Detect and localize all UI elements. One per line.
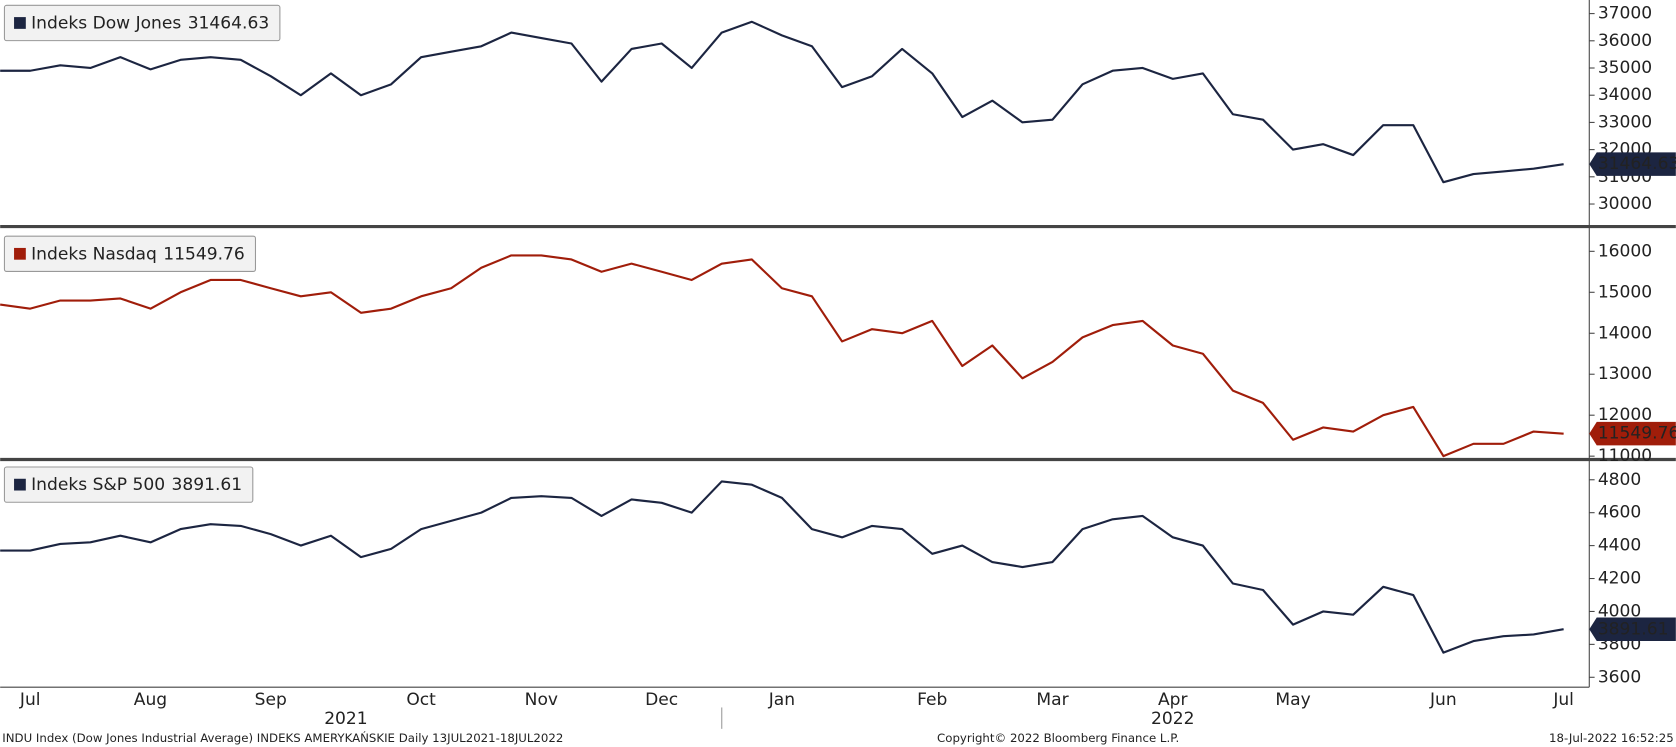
legend-label: Indeks Nasdaq <box>31 244 157 264</box>
legend-swatch <box>14 478 26 491</box>
last-value-tag: 3891.61 <box>1589 617 1676 642</box>
last-value-tag: 31464.63 <box>1589 152 1676 176</box>
legend-value: 3891.61 <box>171 475 242 495</box>
last-value-label: 3891.61 <box>1598 619 1669 639</box>
x-tick-label: Jun <box>1429 690 1457 710</box>
y-tick-label: 4400 <box>1598 536 1641 556</box>
y-tick-label: 36000 <box>1598 31 1652 51</box>
legend-box <box>3 235 257 272</box>
x-tick-label: Dec <box>645 690 678 710</box>
x-tick-label: Mar <box>1036 690 1069 710</box>
series-line <box>0 254 1564 458</box>
legend-value: 11549.76 <box>163 244 245 264</box>
legend-label: Indeks Dow Jones <box>31 14 181 34</box>
y-tick-label: 4800 <box>1598 470 1641 490</box>
y-tick-label: 33000 <box>1598 112 1652 132</box>
y-tick-label: 4200 <box>1598 569 1641 589</box>
y-tick-label: 4600 <box>1598 503 1641 523</box>
x-group-label: 2021 <box>324 709 367 729</box>
last-value-tag: 11549.76 <box>1589 421 1676 446</box>
x-tick-label: Jul <box>1552 690 1574 710</box>
last-value-label: 11549.76 <box>1598 424 1676 444</box>
legend: Indeks Nasdaq 11549.76 <box>3 235 257 272</box>
y-tick-label: 37000 <box>1598 4 1652 24</box>
legend-box <box>3 4 281 42</box>
x-group-label: 2022 <box>1151 709 1194 729</box>
last-value-bg <box>1589 617 1676 642</box>
legend-box <box>3 466 254 503</box>
legend-swatch <box>14 247 26 260</box>
x-tick-label: Jul <box>19 690 41 710</box>
x-tick-label: May <box>1275 690 1310 710</box>
y-tick-label: 11000 <box>1598 446 1652 466</box>
x-tick-label: Jan <box>768 690 795 710</box>
footer-center: Copyright© 2022 Bloomberg Finance L.P. <box>937 731 1179 745</box>
footer-right: 18-Jul-2022 16:52:25 <box>1549 731 1674 745</box>
x-tick-label: Feb <box>917 690 947 710</box>
last-value-bg <box>1589 152 1676 176</box>
legend: Indeks S&P 500 3891.61 <box>3 466 254 503</box>
y-tick-label: 3600 <box>1598 667 1641 687</box>
y-tick-label: 30000 <box>1598 194 1652 214</box>
y-tick-label: 16000 <box>1598 241 1652 261</box>
x-tick-label: Oct <box>406 690 436 710</box>
last-value-bg <box>1589 421 1676 446</box>
y-tick-label: 15000 <box>1598 282 1652 302</box>
y-tick-label: 35000 <box>1598 58 1652 78</box>
legend-value: 31464.63 <box>188 14 270 34</box>
y-tick-label: 12000 <box>1598 405 1652 425</box>
legend-label: Indeks S&P 500 <box>31 475 165 495</box>
x-tick-label: Nov <box>525 690 558 710</box>
x-tick-label: Aug <box>134 690 167 710</box>
series-line <box>0 480 1564 654</box>
y-tick-label: 34000 <box>1598 85 1652 105</box>
y-tick-label: 14000 <box>1598 323 1652 343</box>
y-tick-label: 4000 <box>1598 601 1641 621</box>
footer-left: INDU Index (Dow Jones Industrial Average… <box>2 730 563 745</box>
x-tick-label: Apr <box>1158 690 1189 710</box>
last-value-label: 31464.63 <box>1598 154 1676 174</box>
legend-swatch <box>14 17 26 29</box>
legend: Indeks Dow Jones 31464.63 <box>3 4 281 42</box>
series-line <box>0 20 1564 184</box>
y-tick-label: 13000 <box>1598 364 1652 384</box>
x-tick-label: Sep <box>255 690 287 710</box>
